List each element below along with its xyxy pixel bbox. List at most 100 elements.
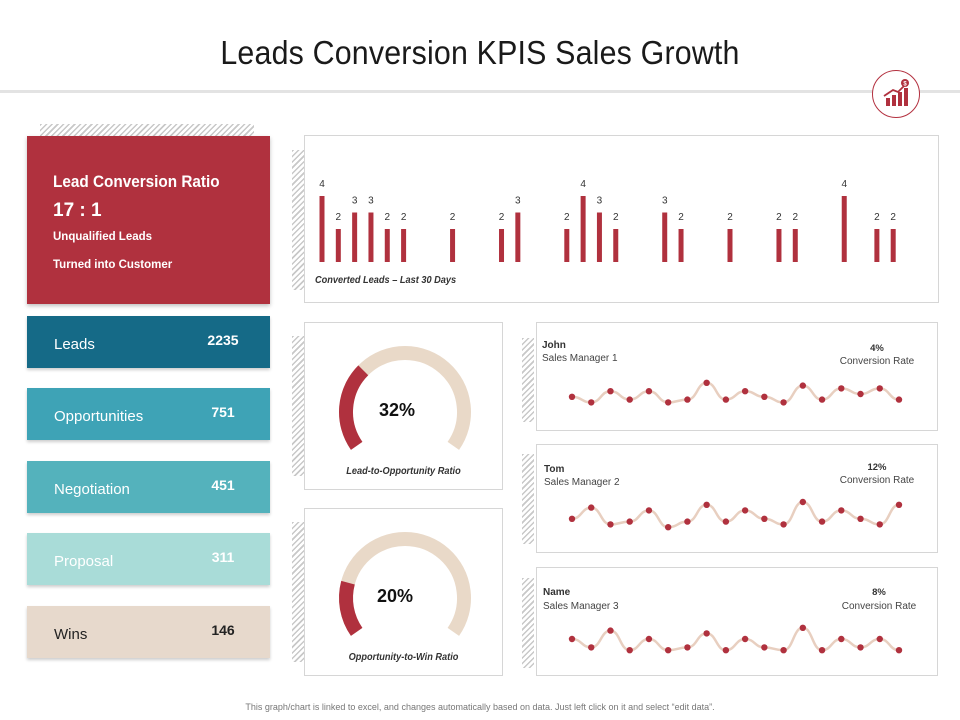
ratio-card-line1: Unqualified Leads <box>53 231 153 243</box>
bar-data-label: 2 <box>499 212 505 223</box>
bar-data-label: 2 <box>776 212 782 223</box>
sparkline-point <box>799 498 807 506</box>
gauge1-hatch <box>292 336 304 476</box>
sparkline-point <box>722 647 730 654</box>
sparkline-point <box>703 379 710 386</box>
sparkline-point <box>626 396 633 403</box>
funnel-stage-value: 2235 <box>207 332 239 348</box>
funnel-stage-label: Negotiation <box>54 481 130 498</box>
manager1-hatch <box>522 338 534 422</box>
conversion-rate-value: 12% <box>867 462 887 473</box>
sparkline-point <box>645 388 653 395</box>
sparkline-chart <box>568 624 903 654</box>
manager-panel-name: Name Sales Manager 3 8% Conversion Rate <box>536 567 938 676</box>
sparkline-point <box>664 399 672 406</box>
sparkline-point <box>607 627 614 634</box>
sparkline-point <box>626 518 633 525</box>
title-divider <box>0 90 960 93</box>
sparkline-point <box>568 393 576 400</box>
bar-data-label: 2 <box>792 212 798 223</box>
sparkline-point <box>838 385 845 392</box>
bar-day-33 <box>841 196 847 262</box>
footer-note: This graph/chart is linked to excel, and… <box>245 702 715 712</box>
sparkline-point <box>568 635 576 643</box>
lead-conversion-ratio-card: Lead Conversion Ratio 17 : 1 Unqualified… <box>27 136 270 304</box>
bar-data-label: 2 <box>564 212 570 223</box>
funnel-stage-value: 311 <box>211 549 235 565</box>
sparkline-point <box>780 399 787 406</box>
manager2-hatch <box>522 454 534 544</box>
sparkline-point <box>895 647 903 654</box>
opportunity-to-win-panel: 20% Opportunity-to-Win Ratio <box>304 508 503 676</box>
funnel-stage-leads: Leads 2235 <box>27 316 270 368</box>
funnel-stage-label: Opportunities <box>54 408 144 425</box>
manager-role: Sales Manager 1 <box>542 353 618 364</box>
bar-day-9 <box>450 229 456 262</box>
lead-to-opportunity-panel: 32% Lead-to-Opportunity Ratio <box>304 322 503 490</box>
bar-day-22 <box>662 212 668 262</box>
sparkline-point <box>799 624 807 631</box>
sparkline-point <box>780 521 787 528</box>
sparkline-point <box>838 507 845 514</box>
sparkline-point <box>588 644 595 651</box>
bar-day-4 <box>368 212 374 262</box>
bar-data-label: 3 <box>368 196 374 207</box>
conversion-rate-value: 8% <box>872 587 886 598</box>
sparkline-chart <box>568 379 903 406</box>
conversion-rate-value: 4% <box>870 343 884 354</box>
bar-day-16 <box>564 229 570 262</box>
funnel-stage-label: Proposal <box>54 553 114 570</box>
bar-day-13 <box>515 212 521 262</box>
ratio-card-title: Lead Conversion Ratio <box>53 172 220 191</box>
manager-role: Sales Manager 3 <box>543 601 619 612</box>
sparkline-point <box>664 524 672 531</box>
sparkline-point <box>664 647 672 654</box>
bar-data-label: 2 <box>678 212 684 223</box>
sparkline-point <box>568 515 576 522</box>
bar-data-label: 2 <box>727 212 733 223</box>
bar-data-label: 3 <box>515 196 521 207</box>
sparkline-point <box>588 504 595 511</box>
sparkline-point <box>684 518 691 525</box>
sparkline-point <box>645 635 653 643</box>
gauge2-hatch <box>292 522 304 662</box>
bar-data-label: 2 <box>874 212 880 223</box>
bar-data-label: 3 <box>662 196 668 207</box>
sparkline-point <box>741 388 749 395</box>
conversion-rate-label: Conversion Rate <box>839 475 915 486</box>
gauge-title: Opportunity-to-Win Ratio <box>348 652 459 663</box>
sparkline-point <box>607 388 614 395</box>
sparkline-point <box>818 396 826 403</box>
bar-data-label: 2 <box>384 212 390 223</box>
sparkline-point <box>895 501 903 508</box>
funnel-stage-value: 146 <box>211 622 235 638</box>
growth-chart-dollar-icon: $ <box>872 70 920 118</box>
sparkline-point <box>588 399 595 406</box>
sparkline-point <box>895 396 903 403</box>
funnel-stage-label: Wins <box>54 626 88 643</box>
lead-to-opportunity-gauge <box>339 346 471 450</box>
bar-day-35 <box>874 229 880 262</box>
manager-panel-john: John Sales Manager 1 4% Conversion Rate <box>536 322 938 431</box>
bar-day-29 <box>776 229 782 262</box>
sparkline-point <box>703 630 710 637</box>
gauge-fill <box>339 365 369 450</box>
bar-data-label: 3 <box>597 196 603 207</box>
ratio-card-value: 17 : 1 <box>53 200 102 221</box>
sparkline-point <box>761 515 768 522</box>
funnel-stage-value: 451 <box>211 477 235 493</box>
bar-data-label: 2 <box>450 212 456 223</box>
sparkline-point <box>626 647 633 654</box>
bar-data-label: 2 <box>336 212 342 223</box>
sparkline-point <box>741 635 749 643</box>
bar-data-label: 3 <box>352 196 358 207</box>
bar-day-2 <box>335 229 341 262</box>
funnel-stage-label: Leads <box>54 336 95 353</box>
gauge-percentage: 32% <box>379 400 416 420</box>
manager-name: Name <box>543 587 571 598</box>
manager-name: John <box>542 340 566 351</box>
sparkline-point <box>703 501 710 508</box>
page-title: Leads Conversion KPIS Sales Growth <box>220 34 740 71</box>
bar-data-label: 4 <box>319 179 325 190</box>
